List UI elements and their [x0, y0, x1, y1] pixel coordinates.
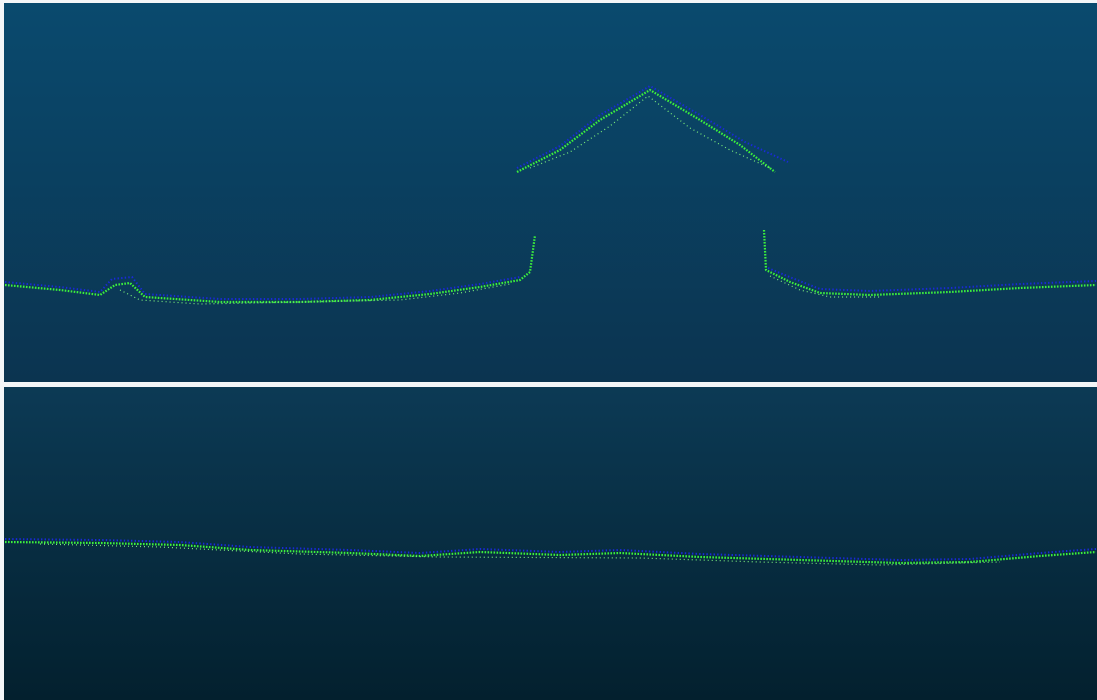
viewport-background	[4, 3, 1097, 382]
top-view	[4, 3, 1097, 382]
viewer	[0, 0, 1097, 700]
bottom-view	[4, 387, 1097, 700]
viewport-background	[4, 387, 1097, 700]
